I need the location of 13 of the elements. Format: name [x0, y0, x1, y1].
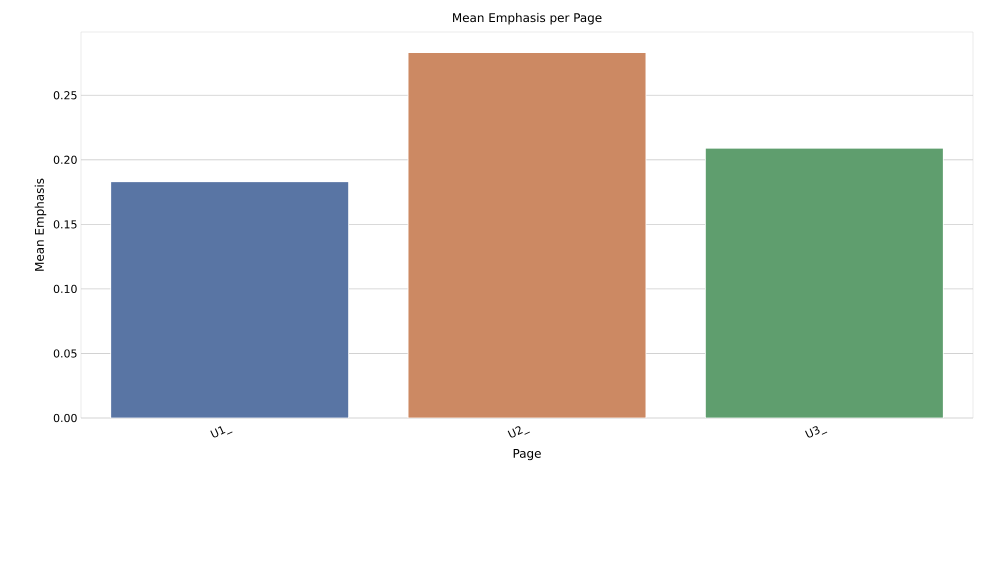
bar — [110, 181, 349, 418]
x-tick-label: U1_ — [210, 426, 233, 438]
y-tick-label: 0.15 — [54, 220, 77, 228]
y-tick-label: 0.20 — [54, 156, 77, 164]
y-tick-label: 0.25 — [54, 91, 77, 100]
y-tick-label: 0.00 — [54, 414, 77, 422]
chart-title: Mean Emphasis per Page — [453, 12, 602, 24]
y-tick-label: 0.05 — [54, 349, 77, 358]
y-tick-label: 0.10 — [54, 284, 77, 294]
x-tick-label: U3_ — [805, 426, 828, 438]
x-tick-label: U2_ — [508, 426, 530, 438]
x-axis-title: Page — [514, 448, 541, 460]
y-axis-title: Mean Emphasis — [34, 178, 46, 271]
